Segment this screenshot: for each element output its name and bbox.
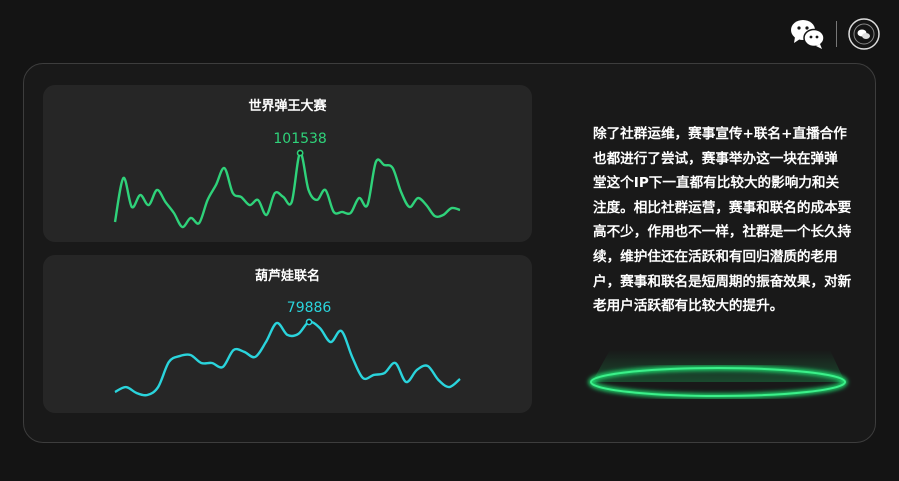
- series-line: [113, 151, 461, 229]
- text-line: 堂这个IP下一直都有比较大的影响力和关: [593, 175, 840, 192]
- text-line: 注度。相比社群运营，赛事和联名的成本要: [593, 199, 852, 216]
- text-line: 续，维护住还在活跃和有回归潜质的老用: [593, 248, 838, 265]
- line-chart-tournament: 101538: [113, 131, 461, 229]
- peak-label: 79886: [287, 300, 332, 316]
- chart-panel-tournament: 世界弹王大赛 101538: [43, 85, 532, 242]
- chart-panel-collab: 葫芦娃联名 79886: [43, 255, 532, 413]
- description-text: 除了社群运维，赛事宣传+联名+直播合作 也都进行了尝试，赛事举办这一块在弹弹 堂…: [593, 122, 863, 319]
- text-line: 户，赛事和联名是短周期的振奋效果，对新: [593, 273, 852, 290]
- chart-title: 世界弹王大赛: [248, 99, 327, 114]
- peak-label: 101538: [273, 131, 326, 147]
- text-line: 高不少，作用也不一样，社群是一个长久持: [593, 224, 852, 241]
- peak-marker: [305, 318, 313, 326]
- chart-title: 葫芦娃联名: [254, 269, 320, 284]
- divider: [836, 21, 837, 47]
- line-chart-collab: 79886: [114, 300, 461, 397]
- text-line: 也都进行了尝试，赛事举办这一块在弹弹: [593, 150, 838, 167]
- text-line: 老用户活跃都有比较大的提升。: [593, 298, 784, 315]
- brand-badge-logo: [848, 18, 880, 50]
- series-line: [114, 320, 461, 397]
- top-icons: [790, 18, 885, 50]
- text-line: 除了社群运维，赛事宣传+联名+直播合作: [593, 126, 847, 142]
- wechat-icon[interactable]: [790, 18, 826, 50]
- peak-marker: [296, 149, 304, 157]
- glowing-platform-decoration: [588, 308, 848, 399]
